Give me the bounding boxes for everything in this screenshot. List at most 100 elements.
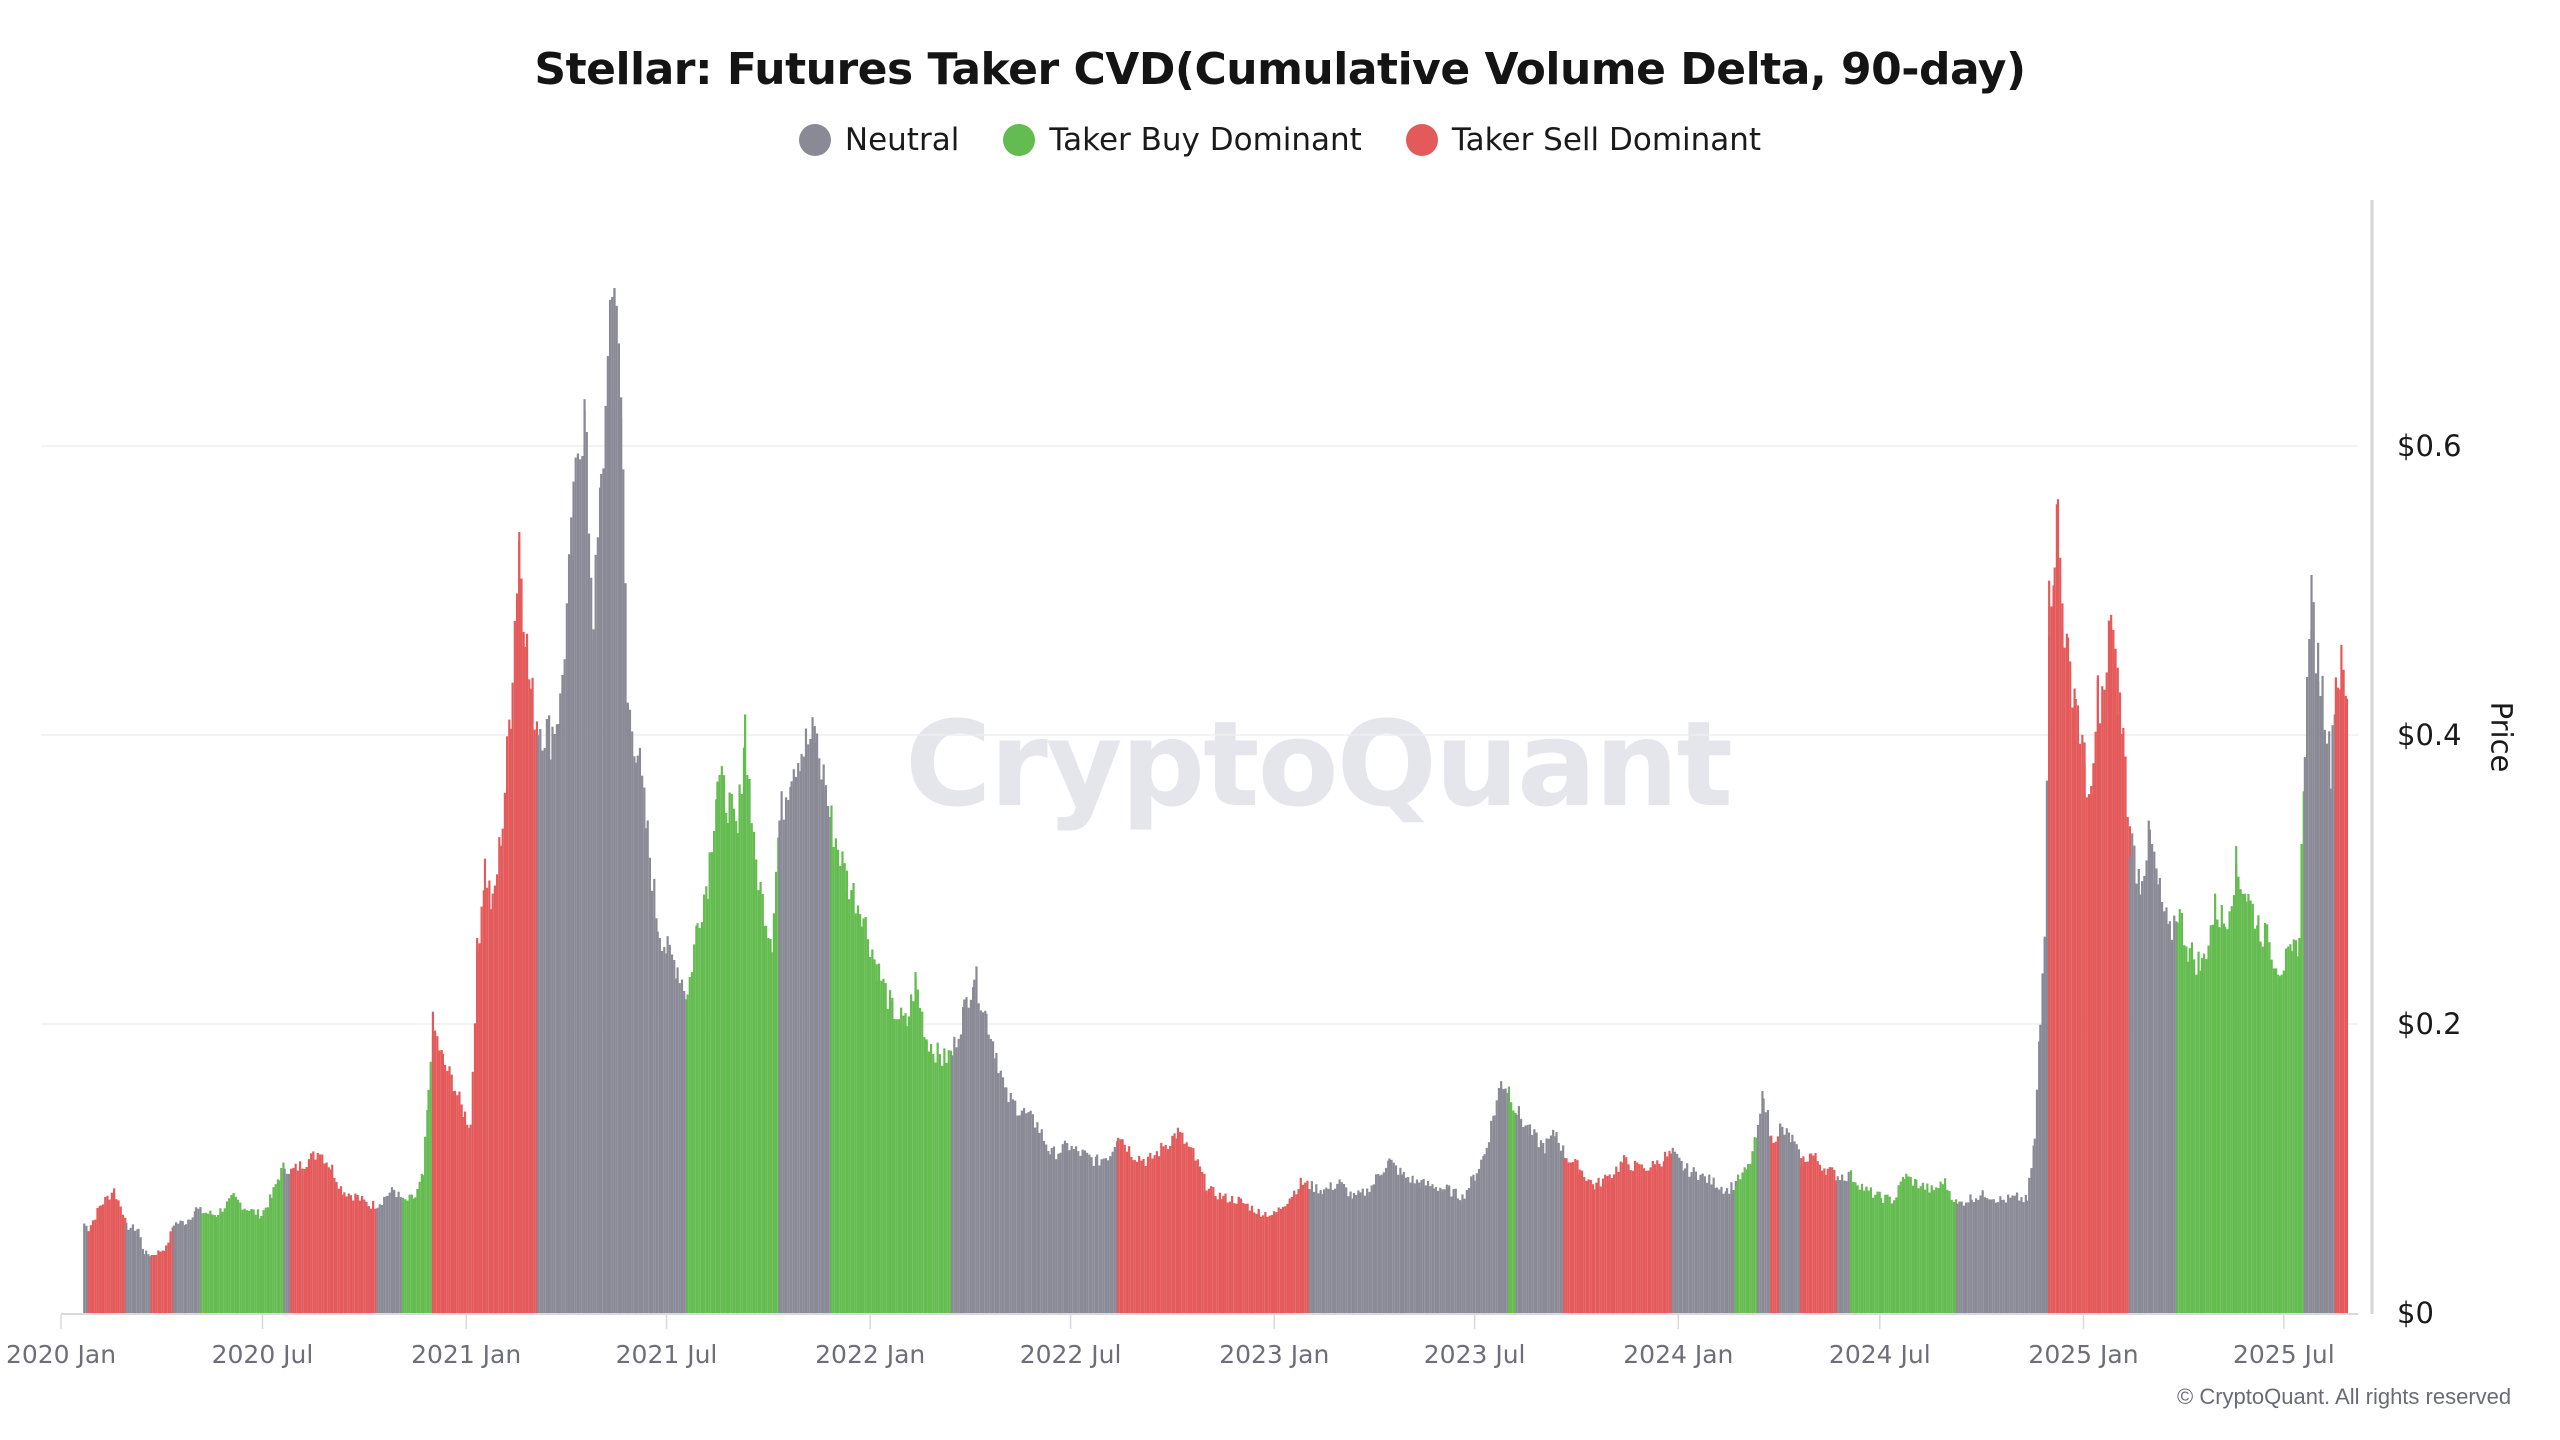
bar: [551, 726, 554, 1313]
bar: [799, 771, 802, 1313]
bar: [91, 1220, 95, 1313]
legend-item-neutral[interactable]: Neutral: [798, 122, 959, 158]
bar: [2319, 696, 2322, 1313]
bar: [1515, 1114, 1518, 1313]
bar: [2241, 894, 2244, 1313]
bar: [1131, 1160, 1134, 1313]
legend-item-taker-sell[interactable]: Taker Sell Dominant: [1405, 122, 1761, 158]
bar: [2178, 909, 2181, 1313]
bar: [141, 1248, 144, 1313]
bar: [1730, 1182, 1733, 1313]
bar: [184, 1224, 188, 1313]
legend-item-taker-buy[interactable]: Taker Buy Dominant: [1003, 122, 1362, 158]
bar: [875, 981, 878, 1313]
bar: [608, 299, 612, 1313]
bar: [125, 1222, 128, 1313]
bar: [1797, 1149, 1801, 1313]
bar: [1072, 1149, 1075, 1313]
bar: [1179, 1132, 1182, 1313]
bar: [1347, 1196, 1350, 1313]
bar: [735, 821, 738, 1313]
bar: [2151, 844, 2154, 1313]
bar: [972, 987, 975, 1313]
bar: [363, 1199, 366, 1313]
bar: [1725, 1188, 1729, 1313]
bar: [991, 1041, 995, 1313]
bar: [832, 847, 835, 1313]
bar: [2114, 648, 2117, 1313]
bar: [482, 890, 485, 1313]
bar: [1160, 1142, 1163, 1313]
bar: [1031, 1114, 1034, 1313]
bar: [327, 1167, 330, 1313]
bar: [1119, 1139, 1122, 1313]
bar: [386, 1195, 389, 1313]
bar: [884, 983, 887, 1313]
bar: [248, 1210, 251, 1313]
bar: [1835, 1180, 1838, 1313]
bar: [995, 1053, 998, 1313]
bar: [923, 1037, 926, 1313]
bar: [715, 799, 718, 1313]
bar: [1828, 1167, 1832, 1313]
bar: [1342, 1184, 1346, 1313]
bar: [1387, 1160, 1390, 1313]
bar: [276, 1179, 280, 1313]
bar: [1487, 1142, 1491, 1313]
bar: [2185, 946, 2188, 1313]
bar: [85, 1225, 88, 1313]
bar: [1924, 1189, 1927, 1313]
bar: [620, 397, 623, 1313]
bar: [1872, 1197, 1875, 1313]
bar: [1081, 1150, 1084, 1313]
bar: [780, 791, 783, 1313]
bar: [581, 456, 584, 1313]
bar: [1663, 1151, 1667, 1313]
bar: [1157, 1156, 1161, 1313]
bar: [1439, 1187, 1442, 1313]
bar: [585, 432, 588, 1313]
bar: [716, 781, 719, 1313]
bar: [2020, 1197, 2023, 1313]
bar: [720, 766, 723, 1313]
bar: [1121, 1139, 1124, 1313]
bar: [1770, 1135, 1773, 1313]
bar: [2038, 1041, 2041, 1313]
bar: [2098, 723, 2102, 1313]
x-tick-label: 2021 Jan: [411, 1340, 522, 1369]
bar: [646, 820, 649, 1313]
bar: [1009, 1093, 1012, 1313]
bar: [217, 1215, 220, 1313]
bar: [2071, 707, 2074, 1313]
bar: [2048, 580, 2051, 1313]
bar: [175, 1222, 178, 1313]
bar: [1992, 1199, 1995, 1313]
bar: [710, 852, 713, 1313]
bar: [250, 1209, 253, 1313]
bar: [777, 837, 780, 1313]
bar: [1426, 1181, 1430, 1313]
bar: [412, 1198, 416, 1313]
bar: [606, 356, 609, 1314]
bar: [1268, 1215, 1271, 1313]
bar: [1207, 1188, 1211, 1313]
bar: [1836, 1176, 1839, 1313]
bar: [501, 828, 504, 1313]
bar: [1327, 1188, 1330, 1313]
bar: [1033, 1127, 1037, 1313]
bar: [1216, 1199, 1219, 1313]
bar: [117, 1200, 120, 1313]
bar: [1495, 1100, 1498, 1313]
bar: [1545, 1138, 1548, 1313]
bar: [418, 1181, 421, 1313]
bar: [142, 1254, 146, 1313]
bar: [1349, 1191, 1352, 1313]
bar: [1351, 1198, 1354, 1313]
bar: [1666, 1156, 1669, 1313]
x-tick-label: 2025 Jan: [2028, 1340, 2139, 1369]
bar: [1493, 1115, 1496, 1313]
bar: [2200, 957, 2204, 1313]
bar: [1604, 1174, 1607, 1313]
bar: [757, 890, 760, 1313]
